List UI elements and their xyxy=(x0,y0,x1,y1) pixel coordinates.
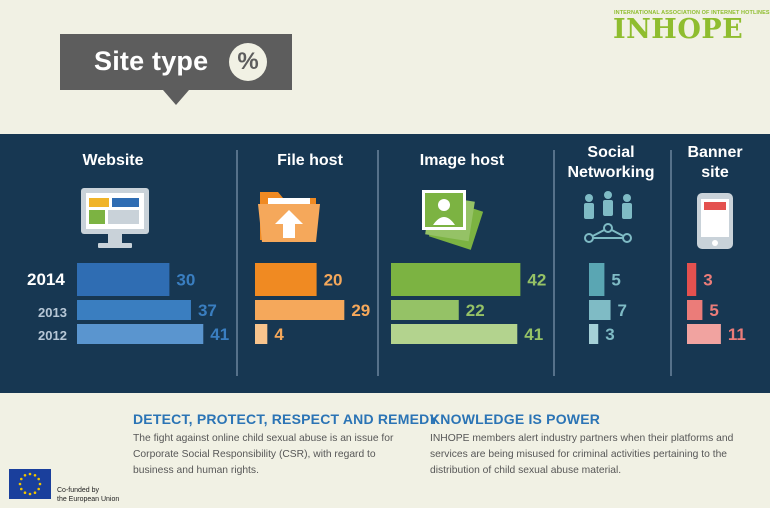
value-label-file-host-2014: 20 xyxy=(324,271,343,290)
bar-banner-site-2014 xyxy=(687,263,697,296)
year-label-2012: 2012 xyxy=(38,328,67,343)
value-label-file-host-2012: 4 xyxy=(274,325,284,344)
value-label-file-host-2013: 29 xyxy=(351,301,370,320)
monitor-icon xyxy=(81,188,149,248)
value-label-banner-site-2014: 3 xyxy=(703,271,712,290)
bar-image-host-2013 xyxy=(391,300,459,320)
column-divider xyxy=(236,150,238,376)
photos-icon xyxy=(422,190,484,250)
category-title-file-host: File host xyxy=(277,152,343,169)
category-title-banner-site-word: site xyxy=(701,164,729,181)
value-label-social-networking-2012: 3 xyxy=(605,325,614,344)
page-title: Site type xyxy=(94,46,209,76)
bar-file-host-2014 xyxy=(255,263,317,296)
year-label-2014: 2014 xyxy=(27,270,65,289)
footer-left-line-1: The fight against online child sexual ab… xyxy=(133,433,394,444)
footer-right-line-1: INHOPE members alert industry partners w… xyxy=(430,433,734,444)
bar-social-networking-2014 xyxy=(589,263,605,296)
category-title-social-networking: Social Networking xyxy=(561,143,661,183)
footer-right-heading: KNOWLEDGE IS POWER xyxy=(430,411,601,427)
category-title-social-networking-word: Networking xyxy=(567,164,655,181)
column-divider xyxy=(670,150,672,376)
folder-upload-icon xyxy=(258,192,320,242)
bar-file-host-2012 xyxy=(255,324,268,344)
bar-social-networking-2012 xyxy=(589,324,599,344)
mobile-banner-icon xyxy=(697,193,733,249)
value-label-banner-site-2013: 5 xyxy=(709,301,718,320)
category-title-website: Website xyxy=(82,152,144,169)
category-title-image-host: Image host xyxy=(419,152,505,169)
bar-website-2014 xyxy=(77,263,170,296)
year-label-2013: 2013 xyxy=(38,305,67,320)
value-label-website-2013: 37 xyxy=(198,301,217,320)
bar-banner-site-2012 xyxy=(687,324,721,344)
bar-website-2013 xyxy=(77,300,191,320)
value-label-image-host-2014: 42 xyxy=(527,271,546,290)
eu-line-2: the European Union xyxy=(57,496,120,503)
value-label-image-host-2012: 41 xyxy=(524,325,543,344)
eu-flag-icon xyxy=(9,469,51,499)
bar-banner-site-2013 xyxy=(687,300,703,320)
bar-image-host-2014 xyxy=(391,263,521,296)
value-label-banner-site-2012: 11 xyxy=(728,325,746,344)
logo-tagline: INTERNATIONAL ASSOCIATION OF INTERNET HO… xyxy=(614,10,770,16)
footer-right-line-2: services are being misused for criminal … xyxy=(430,449,728,460)
category-title-social-networking-word: Social xyxy=(587,144,635,161)
footer-left-line-2: Corporate Social Responsibility (CSR), w… xyxy=(133,449,376,460)
value-label-social-networking-2014: 5 xyxy=(611,271,620,290)
footer-right-line-3: distribution of child sexual abuse mater… xyxy=(430,465,622,476)
column-divider xyxy=(377,150,379,376)
column-divider xyxy=(553,150,555,376)
bar-file-host-2013 xyxy=(255,300,345,320)
value-label-social-networking-2013: 7 xyxy=(618,301,627,320)
category-title-banner-site: Banner site xyxy=(680,143,750,183)
social-network-icon xyxy=(584,191,632,243)
eu-cofunded-text: Co-funded by the European Union xyxy=(57,486,119,504)
bar-social-networking-2013 xyxy=(589,300,611,320)
footer-left-line-3: business and human rights. xyxy=(133,465,259,476)
inhope-logo: INHOPE xyxy=(613,14,744,45)
percent-badge: % xyxy=(229,43,267,81)
bar-website-2012 xyxy=(77,324,204,344)
value-label-website-2012: 41 xyxy=(210,325,229,344)
value-label-website-2014: 30 xyxy=(176,271,195,290)
bar-image-host-2012 xyxy=(391,324,518,344)
title-pointer xyxy=(163,90,189,105)
title-box: Site type % xyxy=(60,34,292,90)
eu-line-1: Co-funded by xyxy=(57,487,100,494)
category-title-banner-site-word: Banner xyxy=(687,144,743,161)
value-label-image-host-2013: 22 xyxy=(466,301,485,320)
footer-left-heading: DETECT, PROTECT, RESPECT AND REMEDY xyxy=(133,411,439,427)
